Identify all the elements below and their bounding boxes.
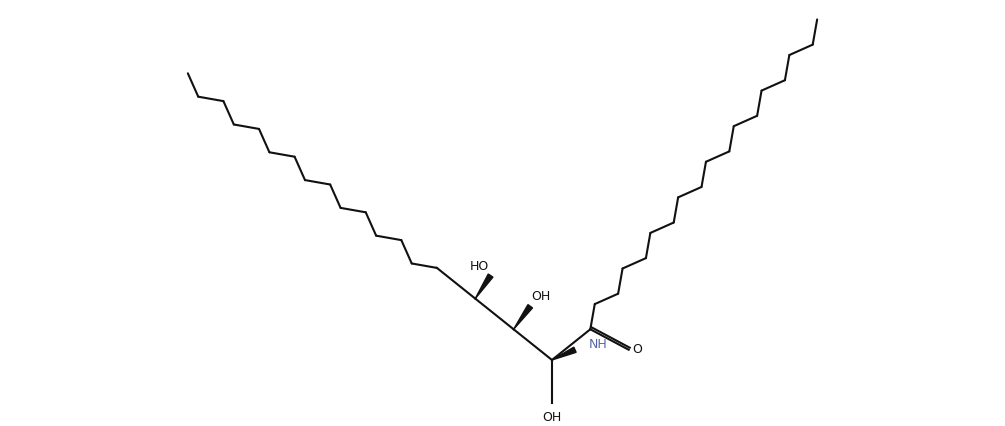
Text: O: O xyxy=(632,342,642,355)
Polygon shape xyxy=(475,274,492,299)
Text: NH: NH xyxy=(589,337,608,350)
Polygon shape xyxy=(514,305,533,329)
Text: OH: OH xyxy=(543,410,562,423)
Polygon shape xyxy=(552,347,576,360)
Text: HO: HO xyxy=(470,259,489,272)
Text: OH: OH xyxy=(532,290,551,303)
